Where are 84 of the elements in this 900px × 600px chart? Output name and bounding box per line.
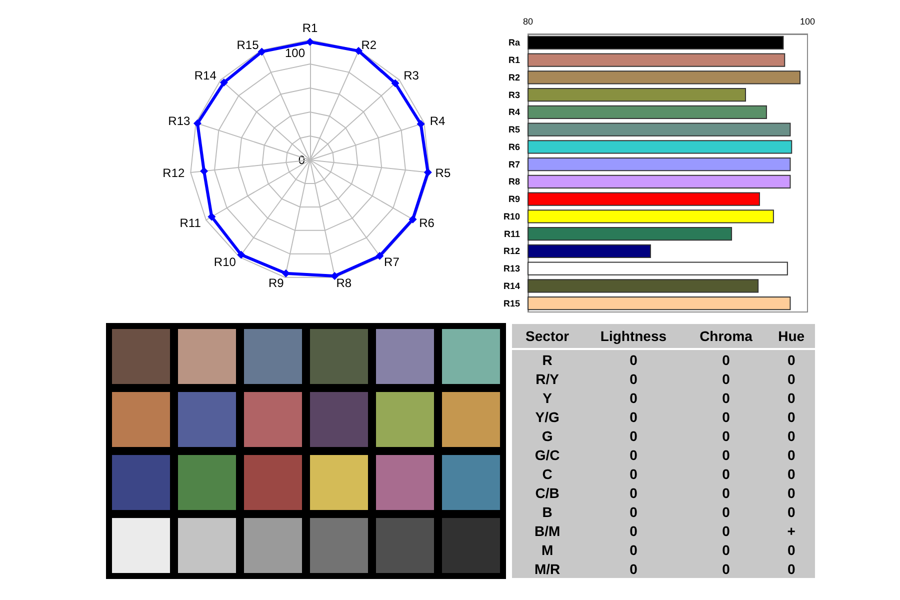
category-label: Y/G [535, 408, 560, 424]
category-label: G/C [534, 446, 560, 462]
text: 0 [630, 390, 638, 406]
text: 0 [630, 428, 638, 444]
text: 0 [787, 560, 796, 576]
category-label: B/M [534, 522, 560, 538]
y-tick-label: R3 [508, 90, 520, 100]
y-tick-label: R2 [508, 72, 520, 82]
text: 0 [630, 408, 638, 424]
spoke-label: R11 [180, 216, 202, 230]
category-label: Hue [777, 327, 806, 346]
spoke-label: R10 [214, 254, 236, 269]
text: 0 [630, 522, 638, 538]
category-label: C [542, 466, 552, 482]
text: 0 [630, 504, 638, 520]
text: 0 [722, 370, 730, 386]
category-label: R [542, 352, 552, 368]
y-tick-label: R10 [503, 211, 520, 222]
text: 0 [722, 390, 730, 406]
text: 0 [630, 446, 638, 462]
y-tick-label: R13 [503, 264, 520, 274]
spoke-label: R15 [236, 38, 260, 52]
text: 0 [722, 352, 730, 368]
text: 0 [722, 504, 730, 520]
text: 0 [722, 522, 730, 538]
y-tick-label: Ra [508, 38, 521, 48]
category-label: C/B [535, 484, 560, 500]
text: 0 [630, 466, 638, 482]
text: 0 [787, 466, 796, 482]
spoke-label: R7 [384, 254, 400, 269]
text: 0 [787, 428, 796, 444]
spoke-label: R9 [268, 276, 284, 290]
y-tick-label: R11 [504, 228, 520, 239]
category-label: M/R [534, 560, 560, 576]
spoke-label: R3 [404, 68, 420, 83]
y-tick-label: R1 [508, 55, 520, 66]
y-tick-label: R12 [503, 246, 520, 256]
text: 0 [787, 408, 796, 424]
text: 0 [722, 428, 730, 444]
y-tick-label: R15 [503, 298, 520, 308]
spoke-label: R5 [435, 166, 451, 180]
text: 0 [787, 370, 796, 386]
text: Sector [524, 327, 570, 346]
category-label: G [542, 428, 553, 444]
y-tick-label: R5 [508, 124, 520, 135]
text: 0 [787, 484, 796, 500]
text: + [787, 522, 796, 538]
y-tick-label: R8 [508, 176, 520, 187]
spoke-label: R6 [419, 216, 435, 230]
text: 0 [787, 390, 796, 406]
category-label: M [542, 542, 554, 558]
y-tick-label: R14 [503, 280, 520, 291]
spoke-label: R14 [194, 68, 217, 83]
y-tick-label: R9 [508, 194, 520, 204]
y-tick-label: R6 [508, 142, 520, 152]
text: 0 [630, 352, 638, 368]
text: 0 [722, 484, 730, 500]
spoke-label: R1 [302, 21, 318, 35]
category-label: R/Y [536, 370, 560, 386]
y-tick-label: R4 [508, 107, 520, 118]
text: 0 [630, 370, 638, 386]
category-label: Chroma [698, 327, 754, 346]
text: 0 [630, 542, 638, 558]
text: 0 [787, 542, 796, 558]
text: 0 [630, 484, 638, 500]
category-label: Y [542, 390, 552, 406]
category-label: Lightness [599, 327, 668, 346]
spoke-label: R2 [361, 38, 377, 52]
text: 0 [722, 560, 730, 576]
text: 0 [722, 446, 730, 462]
text: 0 [722, 542, 730, 558]
spoke-label: R8 [336, 276, 352, 290]
x-tick-label: 80 [522, 16, 534, 26]
text: 0 [787, 446, 796, 462]
text: 0 [722, 466, 730, 482]
text: 0 [630, 560, 638, 576]
text: 0 [787, 352, 796, 368]
spoke-label: R12 [162, 166, 186, 180]
category-label: B [542, 504, 552, 520]
y-tick-label: R7 [508, 159, 520, 170]
spoke-label: R4 [430, 114, 446, 128]
spoke-label: R13 [168, 114, 190, 128]
text: 0 [722, 408, 730, 424]
text: 0 [787, 504, 796, 520]
